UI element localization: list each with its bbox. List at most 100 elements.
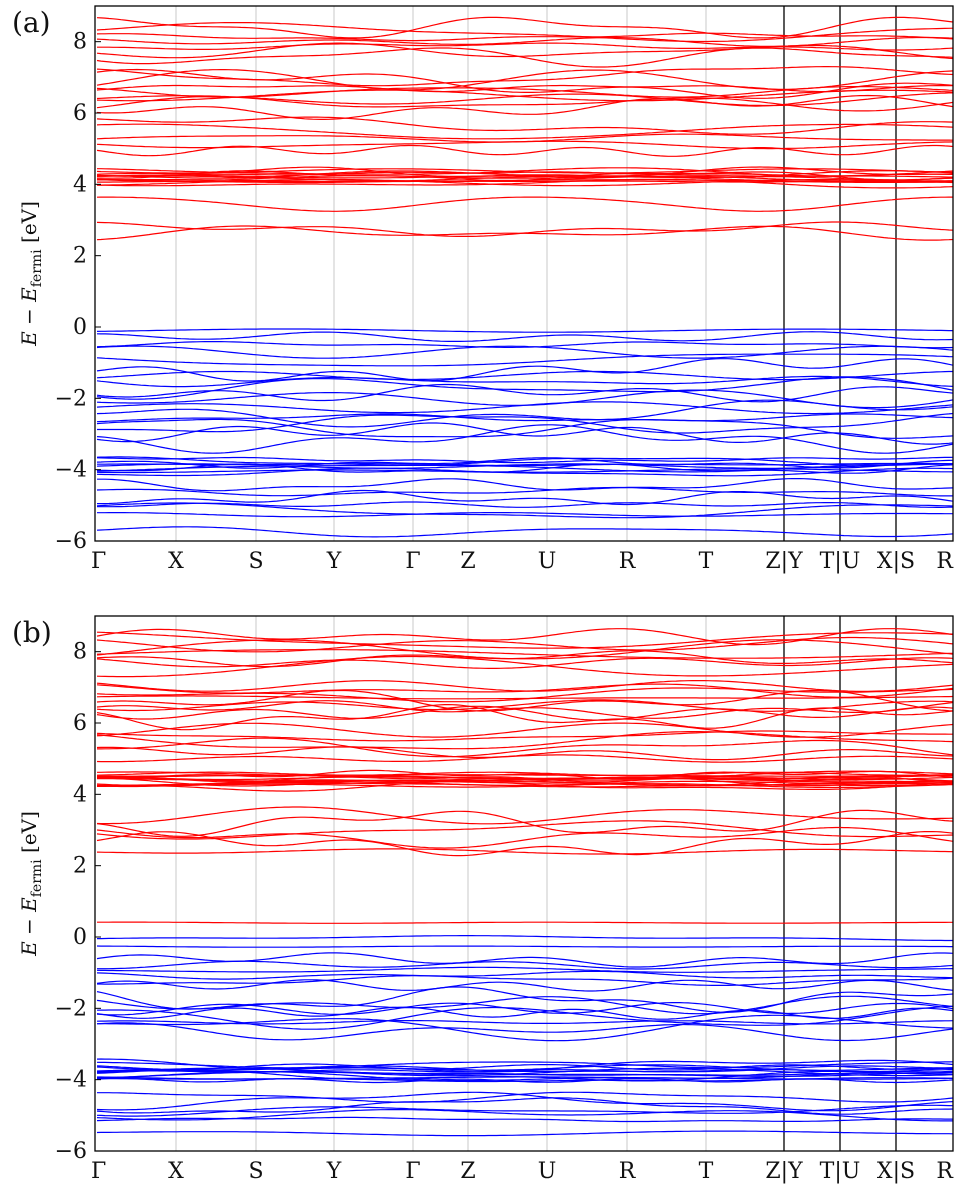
valence-band-line: [96, 456, 953, 466]
conduction-band-line: [96, 116, 953, 135]
valence-band-line: [96, 952, 953, 968]
y-tick-label: 2: [73, 854, 87, 879]
conduction-band-line: [96, 42, 953, 60]
valence-band-line: [96, 467, 953, 477]
conduction-band-line: [96, 144, 953, 157]
x-tick-label: X: [168, 549, 184, 574]
panel-label: (b): [12, 616, 52, 649]
conduction-band-line: [96, 639, 953, 660]
conduction-band-line: [96, 699, 953, 712]
conduction-band-line: [96, 36, 953, 48]
conduction-band-line: [97, 170, 953, 182]
x-tick-label: Z: [460, 1159, 475, 1184]
conduction-band-line: [96, 695, 953, 700]
x-tick-label: Y: [326, 549, 342, 574]
valence-band-line: [96, 331, 953, 342]
x-tick-label: Z|Y: [765, 1159, 803, 1184]
x-tick-label: T: [699, 1159, 714, 1184]
conduction-band-line: [96, 16, 953, 39]
valence-band-line: [96, 1067, 953, 1077]
plot-frame: [94, 5, 954, 542]
conduction-band-line: [97, 737, 953, 758]
conduction-band-line: [96, 806, 953, 825]
valence-band-line: [96, 418, 953, 439]
x-tick-label: S: [248, 1159, 263, 1184]
conduction-band-line: [96, 730, 953, 742]
y-tick-label: 0: [73, 925, 87, 950]
x-tick-label: T|U: [820, 549, 861, 574]
valence-band-line: [97, 478, 953, 492]
conduction-band-line: [96, 680, 953, 692]
x-tick-label: R: [619, 1159, 637, 1184]
valence-band-line: [97, 412, 953, 434]
x-tick-label: Γ: [91, 1159, 106, 1184]
y-tick-label: 4: [73, 172, 87, 197]
conduction-band-line: [96, 133, 953, 143]
y-tick-label: 2: [73, 244, 87, 269]
conduction-band-line: [96, 225, 953, 241]
conduction-band-line: [96, 69, 953, 91]
x-tick-label: X|S: [877, 1159, 915, 1184]
y-tick-label: 0: [73, 315, 87, 340]
valence-band-line: [96, 1070, 953, 1076]
valence-band-line: [96, 1022, 953, 1042]
y-tick-label: −2: [55, 996, 87, 1021]
conduction-band-line: [96, 84, 953, 93]
valence-band-line: [96, 1070, 953, 1079]
conduction-band-line: [96, 166, 953, 177]
panel-label: (a): [12, 6, 51, 39]
y-tick-label: 4: [73, 782, 87, 807]
valence-band-line: [96, 375, 953, 388]
conduction-band-line: [96, 826, 953, 849]
conduction-band-line: [96, 631, 953, 649]
valence-band-line: [96, 502, 953, 519]
valence-band-line: [96, 945, 953, 948]
valence-band-line: [97, 935, 953, 942]
valence-band-line: [96, 1002, 953, 1016]
valence-band-line: [96, 1116, 953, 1123]
x-tick-label: T: [699, 549, 714, 574]
valence-band-line: [96, 376, 953, 400]
conduction-band-line: [96, 196, 953, 212]
conduction-band-line: [96, 820, 953, 840]
conduction-band-line: [96, 636, 953, 653]
valence-band-line: [96, 1006, 953, 1020]
y-axis-label: E − Efermi [eV]: [17, 201, 45, 347]
valence-band-line: [96, 1091, 953, 1112]
valence-band-line: [96, 399, 953, 428]
valence-band-line: [96, 422, 953, 445]
conduction-band-line: [96, 689, 953, 712]
conduction-band-line: [97, 167, 953, 177]
conduction-band-line: [96, 655, 953, 678]
valence-band-line: [97, 489, 953, 506]
conduction-band-line: [96, 95, 953, 112]
x-tick-label: X: [168, 1159, 184, 1184]
conduction-band-line: [96, 746, 953, 761]
conduction-band-line: [96, 722, 953, 738]
valence-band-line: [96, 456, 953, 464]
band-structure-panel-b: −6 −4 −2 0 2 4 6 8 Γ X S Y Γ Z U R T Z|Y T|U X|S R (b) E − Efe…: [12, 615, 954, 1184]
valence-band-line: [97, 501, 953, 508]
conduction-band-line: [97, 770, 953, 781]
conduction-band-line: [96, 848, 953, 855]
x-tick-label: U: [538, 549, 557, 574]
conduction-band-line: [96, 221, 953, 237]
plot-frame: [94, 615, 954, 1152]
x-tick-label: Γ: [91, 549, 106, 574]
valence-band-line: [96, 966, 953, 973]
conduction-band-line: [96, 754, 953, 763]
y-tick-label: 8: [73, 30, 87, 55]
conduction-band-line: [97, 783, 953, 789]
x-tick-label: Γ: [405, 549, 420, 574]
conduction-band-line: [97, 774, 953, 780]
valence-band-line: [96, 358, 953, 382]
conduction-band-line: [96, 704, 953, 731]
conduction-band-line: [96, 700, 953, 719]
conduction-band-line: [96, 831, 953, 857]
valence-band-line: [96, 353, 953, 367]
valence-band-line: [96, 995, 953, 1015]
conduction-band-line: [96, 168, 953, 174]
y-tick-label: −6: [55, 529, 87, 554]
valence-band-line: [96, 970, 953, 980]
